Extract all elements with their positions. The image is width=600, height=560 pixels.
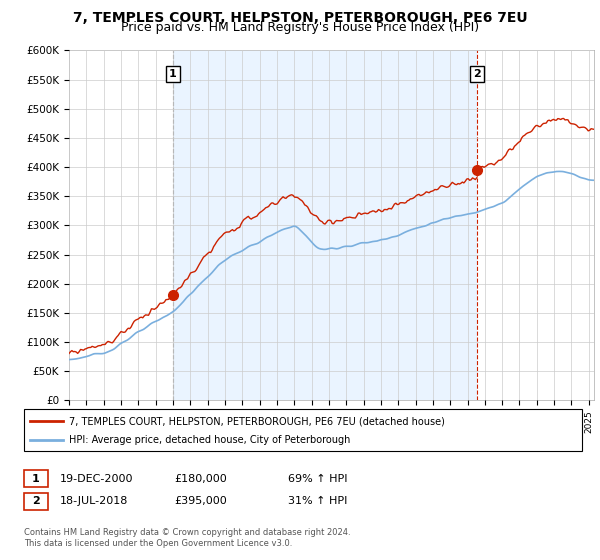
Text: 7, TEMPLES COURT, HELPSTON, PETERBOROUGH, PE6 7EU: 7, TEMPLES COURT, HELPSTON, PETERBOROUGH… (73, 11, 527, 25)
Text: Price paid vs. HM Land Registry's House Price Index (HPI): Price paid vs. HM Land Registry's House … (121, 21, 479, 34)
Text: 31% ↑ HPI: 31% ↑ HPI (288, 496, 347, 506)
Text: HPI: Average price, detached house, City of Peterborough: HPI: Average price, detached house, City… (69, 435, 350, 445)
Bar (173, 50, 477, 400)
Text: 7, TEMPLES COURT, HELPSTON, PETERBOROUGH, PE6 7EU (detached house): 7, TEMPLES COURT, HELPSTON, PETERBOROUGH… (69, 417, 445, 426)
Text: 19-DEC-2000: 19-DEC-2000 (60, 474, 133, 484)
Text: 18-JUL-2018: 18-JUL-2018 (60, 496, 128, 506)
Text: £180,000: £180,000 (174, 474, 227, 484)
Text: 1: 1 (32, 474, 40, 484)
Text: £395,000: £395,000 (174, 496, 227, 506)
Text: 69% ↑ HPI: 69% ↑ HPI (288, 474, 347, 484)
Text: Contains HM Land Registry data © Crown copyright and database right 2024.
This d: Contains HM Land Registry data © Crown c… (24, 528, 350, 548)
Text: 2: 2 (473, 69, 481, 79)
Text: 2: 2 (32, 496, 40, 506)
Text: 1: 1 (169, 69, 177, 79)
